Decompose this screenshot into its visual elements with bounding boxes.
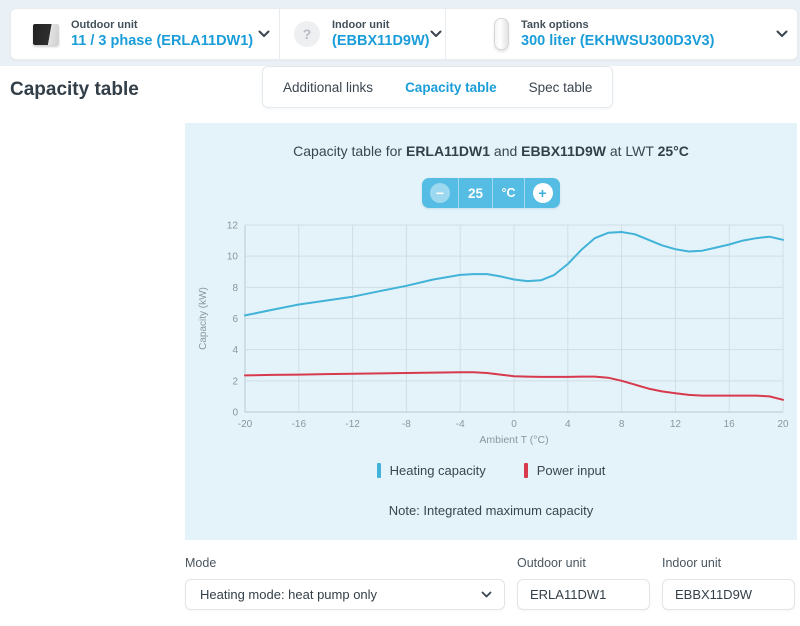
chart-title-outdoor-unit: ERLA11DW1: [405, 143, 491, 159]
indoor-unit-label: Indoor unit: [332, 19, 390, 31]
svg-text:-4: -4: [456, 419, 465, 430]
tab-bar: Additional links Capacity table Spec tab…: [262, 66, 614, 108]
svg-text:-20: -20: [238, 419, 253, 430]
mode-select[interactable]: Heating mode: heat pump only: [185, 579, 505, 610]
increase-temperature-button[interactable]: +: [524, 178, 560, 208]
svg-text:12: 12: [227, 221, 239, 232]
outdoor-unit-input[interactable]: [518, 580, 649, 609]
chart-title-indoor-unit: EBBX11D9W: [521, 143, 606, 159]
chart-title-conjunction: and: [493, 143, 518, 159]
legend-color-bar-icon: [376, 463, 381, 478]
svg-text:8: 8: [619, 419, 625, 430]
svg-text:0: 0: [232, 408, 238, 419]
indoor-unit-field-label: Indoor unit: [662, 556, 722, 570]
tab-additional-links[interactable]: Additional links: [283, 79, 374, 95]
y-axis-title: Capacity (kW): [198, 287, 209, 350]
question-icon: ?: [294, 21, 320, 47]
plus-icon: +: [532, 183, 553, 203]
indoor-unit-field-box: [662, 579, 795, 610]
tab-spec-table[interactable]: Spec table: [528, 79, 593, 95]
svg-text:2: 2: [232, 376, 238, 387]
indoor-unit-field-group: Indoor unit: [662, 556, 795, 610]
chart-note: Note: Integrated maximum capacity: [388, 503, 594, 518]
chart-title: Capacity table for ERLA11DW1 and EBBX11D…: [185, 143, 797, 159]
svg-text:-12: -12: [345, 419, 360, 430]
chevron-down-icon[interactable]: [258, 30, 270, 38]
temperature-unit: °C: [492, 178, 524, 208]
svg-text:20: 20: [777, 419, 789, 430]
svg-text:8: 8: [232, 283, 238, 294]
capacity-chart-panel: Capacity table for ERLA11DW1 and EBBX11D…: [185, 123, 797, 540]
outdoor-unit-icon: [33, 23, 59, 45]
temperature-value: 25: [458, 178, 492, 208]
chevron-down-icon[interactable]: [776, 30, 788, 38]
product-selector-bar: Outdoor unit 11 / 3 phase (ERLA11DW1) ? …: [0, 0, 800, 66]
decrease-temperature-button[interactable]: −: [422, 178, 458, 208]
chart-title-temp: 25°C: [657, 143, 689, 159]
series-power-input: [244, 371, 784, 401]
tab-capacity-table[interactable]: Capacity table: [405, 79, 497, 95]
indoor-unit-value: (EBBX11D9W): [332, 33, 430, 49]
svg-text:6: 6: [232, 314, 238, 325]
outdoor-unit-field-box: [517, 579, 650, 610]
chart-title-suffix: at LWT: [609, 143, 654, 159]
mode-label: Mode: [185, 556, 217, 570]
legend-item: Power input: [523, 463, 606, 478]
svg-text:10: 10: [227, 252, 239, 263]
legend-label: Heating capacity: [389, 463, 486, 478]
outdoor-unit-value: 11 / 3 phase (ERLA11DW1): [71, 33, 254, 49]
outdoor-unit-field-label: Outdoor unit: [517, 556, 586, 570]
tank-options-label: Tank options: [521, 19, 589, 31]
mode-field-group: Mode Heating mode: heat pump only: [185, 556, 505, 610]
chevron-down-icon[interactable]: [430, 30, 442, 38]
series-heating-capacity: [244, 231, 784, 317]
svg-text:-8: -8: [402, 419, 411, 430]
svg-text:12: 12: [670, 419, 682, 430]
selector-card: Outdoor unit 11 / 3 phase (ERLA11DW1) ? …: [10, 8, 798, 60]
svg-text:-16: -16: [292, 419, 307, 430]
minus-icon: −: [430, 183, 450, 203]
chart-legend: Heating capacity Power input: [185, 463, 797, 478]
legend-color-bar-icon: [523, 463, 528, 478]
chevron-down-icon: [481, 591, 492, 598]
page-title: Capacity table: [10, 79, 139, 100]
tank-options-selector[interactable]: Tank options 300 liter (EKHWSU300D3V3): [445, 9, 797, 59]
outdoor-unit-selector[interactable]: Outdoor unit 11 / 3 phase (ERLA11DW1): [11, 9, 279, 59]
svg-text:0: 0: [511, 419, 517, 430]
mode-select-value: Heating mode: heat pump only: [200, 587, 378, 602]
tank-icon: [494, 18, 509, 50]
outdoor-unit-field-group: Outdoor unit: [517, 556, 650, 610]
svg-text:4: 4: [565, 419, 571, 430]
indoor-unit-input[interactable]: [663, 580, 794, 609]
legend-item: Heating capacity: [376, 463, 486, 478]
svg-text:16: 16: [724, 419, 736, 430]
x-axis-title: Ambient T (°C): [479, 434, 548, 446]
chart-title-prefix: Capacity table for: [293, 143, 403, 159]
tank-options-value: 300 liter (EKHWSU300D3V3): [521, 33, 715, 49]
temperature-stepper: − 25 °C +: [422, 178, 560, 208]
legend-label: Power input: [536, 463, 606, 478]
svg-text:4: 4: [232, 345, 238, 356]
capacity-line-chart: -20 -16 -12 -8 -4 0 4 8 12 16 20 0 2 4 6 8 10 12 Ambient T…: [198, 221, 789, 447]
indoor-unit-selector[interactable]: ? Indoor unit (EBBX11D9W): [279, 9, 445, 59]
outdoor-unit-label: Outdoor unit: [71, 19, 138, 31]
